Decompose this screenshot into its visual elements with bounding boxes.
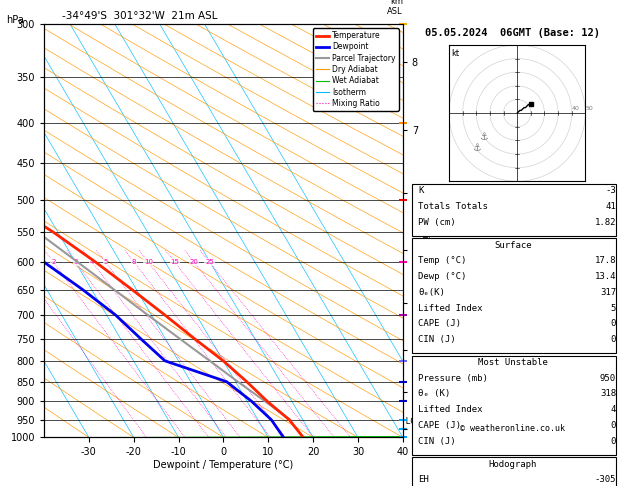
Text: LCL: LCL [403, 417, 421, 426]
Bar [411, 238, 616, 353]
Text: CAPE (J): CAPE (J) [418, 319, 461, 328]
Text: © weatheronline.co.uk: © weatheronline.co.uk [460, 424, 565, 434]
Y-axis label: Mixing Ratio (g/kg): Mixing Ratio (g/kg) [420, 191, 429, 271]
X-axis label: Dewpoint / Temperature (°C): Dewpoint / Temperature (°C) [153, 460, 294, 470]
Text: 17.8: 17.8 [594, 257, 616, 265]
Text: 4: 4 [611, 405, 616, 414]
Text: 4: 4 [90, 259, 94, 265]
Text: 0: 0 [611, 319, 616, 328]
Text: 25: 25 [205, 259, 214, 265]
Text: θₑ (K): θₑ (K) [418, 389, 450, 399]
Text: 0: 0 [611, 421, 616, 430]
Text: 0: 0 [611, 335, 616, 344]
Text: CIN (J): CIN (J) [418, 436, 456, 446]
Text: Dewp (°C): Dewp (°C) [418, 272, 467, 281]
Bar [411, 457, 616, 486]
Text: 0: 0 [611, 436, 616, 446]
Bar [411, 356, 616, 455]
Text: 15: 15 [170, 259, 179, 265]
Text: 5: 5 [103, 259, 108, 265]
Text: 318: 318 [600, 389, 616, 399]
Text: Hodograph: Hodograph [489, 460, 537, 469]
Text: 1.82: 1.82 [594, 218, 616, 226]
Text: 950: 950 [600, 374, 616, 383]
Text: PW (cm): PW (cm) [418, 218, 456, 226]
Text: 3: 3 [74, 259, 78, 265]
Bar [411, 184, 616, 236]
Text: Temp (°C): Temp (°C) [418, 257, 467, 265]
Text: -305: -305 [594, 475, 616, 485]
Text: 2: 2 [51, 259, 55, 265]
Text: Totals Totals: Totals Totals [418, 202, 488, 211]
Text: Lifted Index: Lifted Index [418, 405, 482, 414]
Text: CIN (J): CIN (J) [418, 335, 456, 344]
Text: θₑ(K): θₑ(K) [418, 288, 445, 297]
Text: -3: -3 [605, 186, 616, 195]
Text: 8: 8 [132, 259, 136, 265]
Text: Lifted Index: Lifted Index [418, 304, 482, 312]
Text: K: K [418, 186, 423, 195]
Text: 317: 317 [600, 288, 616, 297]
Text: km
ASL: km ASL [387, 0, 403, 16]
Legend: Temperature, Dewpoint, Parcel Trajectory, Dry Adiabat, Wet Adiabat, Isotherm, Mi: Temperature, Dewpoint, Parcel Trajectory… [313, 28, 399, 111]
Text: -34°49'S  301°32'W  21m ASL: -34°49'S 301°32'W 21m ASL [62, 11, 218, 21]
Text: 13.4: 13.4 [594, 272, 616, 281]
Text: 41: 41 [605, 202, 616, 211]
Text: Most Unstable: Most Unstable [478, 358, 548, 367]
Text: 5: 5 [611, 304, 616, 312]
Text: EH: EH [418, 475, 429, 485]
Text: 20: 20 [189, 259, 199, 265]
Text: 10: 10 [144, 259, 153, 265]
Text: 05.05.2024  06GMT (Base: 12): 05.05.2024 06GMT (Base: 12) [425, 29, 600, 38]
Text: hPa: hPa [6, 15, 24, 25]
Text: CAPE (J): CAPE (J) [418, 421, 461, 430]
Text: Surface: Surface [494, 241, 532, 250]
Text: Pressure (mb): Pressure (mb) [418, 374, 488, 383]
